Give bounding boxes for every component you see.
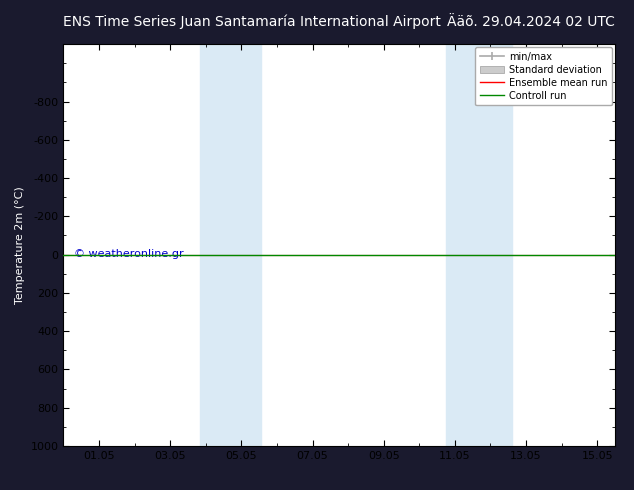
Text: © weatheronline.gr: © weatheronline.gr [74,249,184,259]
Text: ENS Time Series Juan Santamaría International Airport: ENS Time Series Juan Santamaría Internat… [63,15,441,29]
Bar [446,44,512,446]
Text: Ääõ. 29.04.2024 02 UTC: Ääõ. 29.04.2024 02 UTC [447,15,615,29]
Bar [200,44,261,446]
Y-axis label: Temperature 2m (°C): Temperature 2m (°C) [15,186,25,304]
Legend: min/max, Standard deviation, Ensemble mean run, Controll run: min/max, Standard deviation, Ensemble me… [475,47,612,105]
